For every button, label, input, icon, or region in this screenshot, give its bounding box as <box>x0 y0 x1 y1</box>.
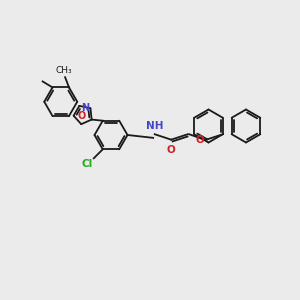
Text: CH₃: CH₃ <box>55 66 72 75</box>
Text: NH: NH <box>146 121 164 131</box>
Text: O: O <box>196 135 205 145</box>
Text: O: O <box>78 111 86 121</box>
Text: Cl: Cl <box>81 160 92 170</box>
Text: N: N <box>81 103 89 113</box>
Text: O: O <box>166 145 175 155</box>
